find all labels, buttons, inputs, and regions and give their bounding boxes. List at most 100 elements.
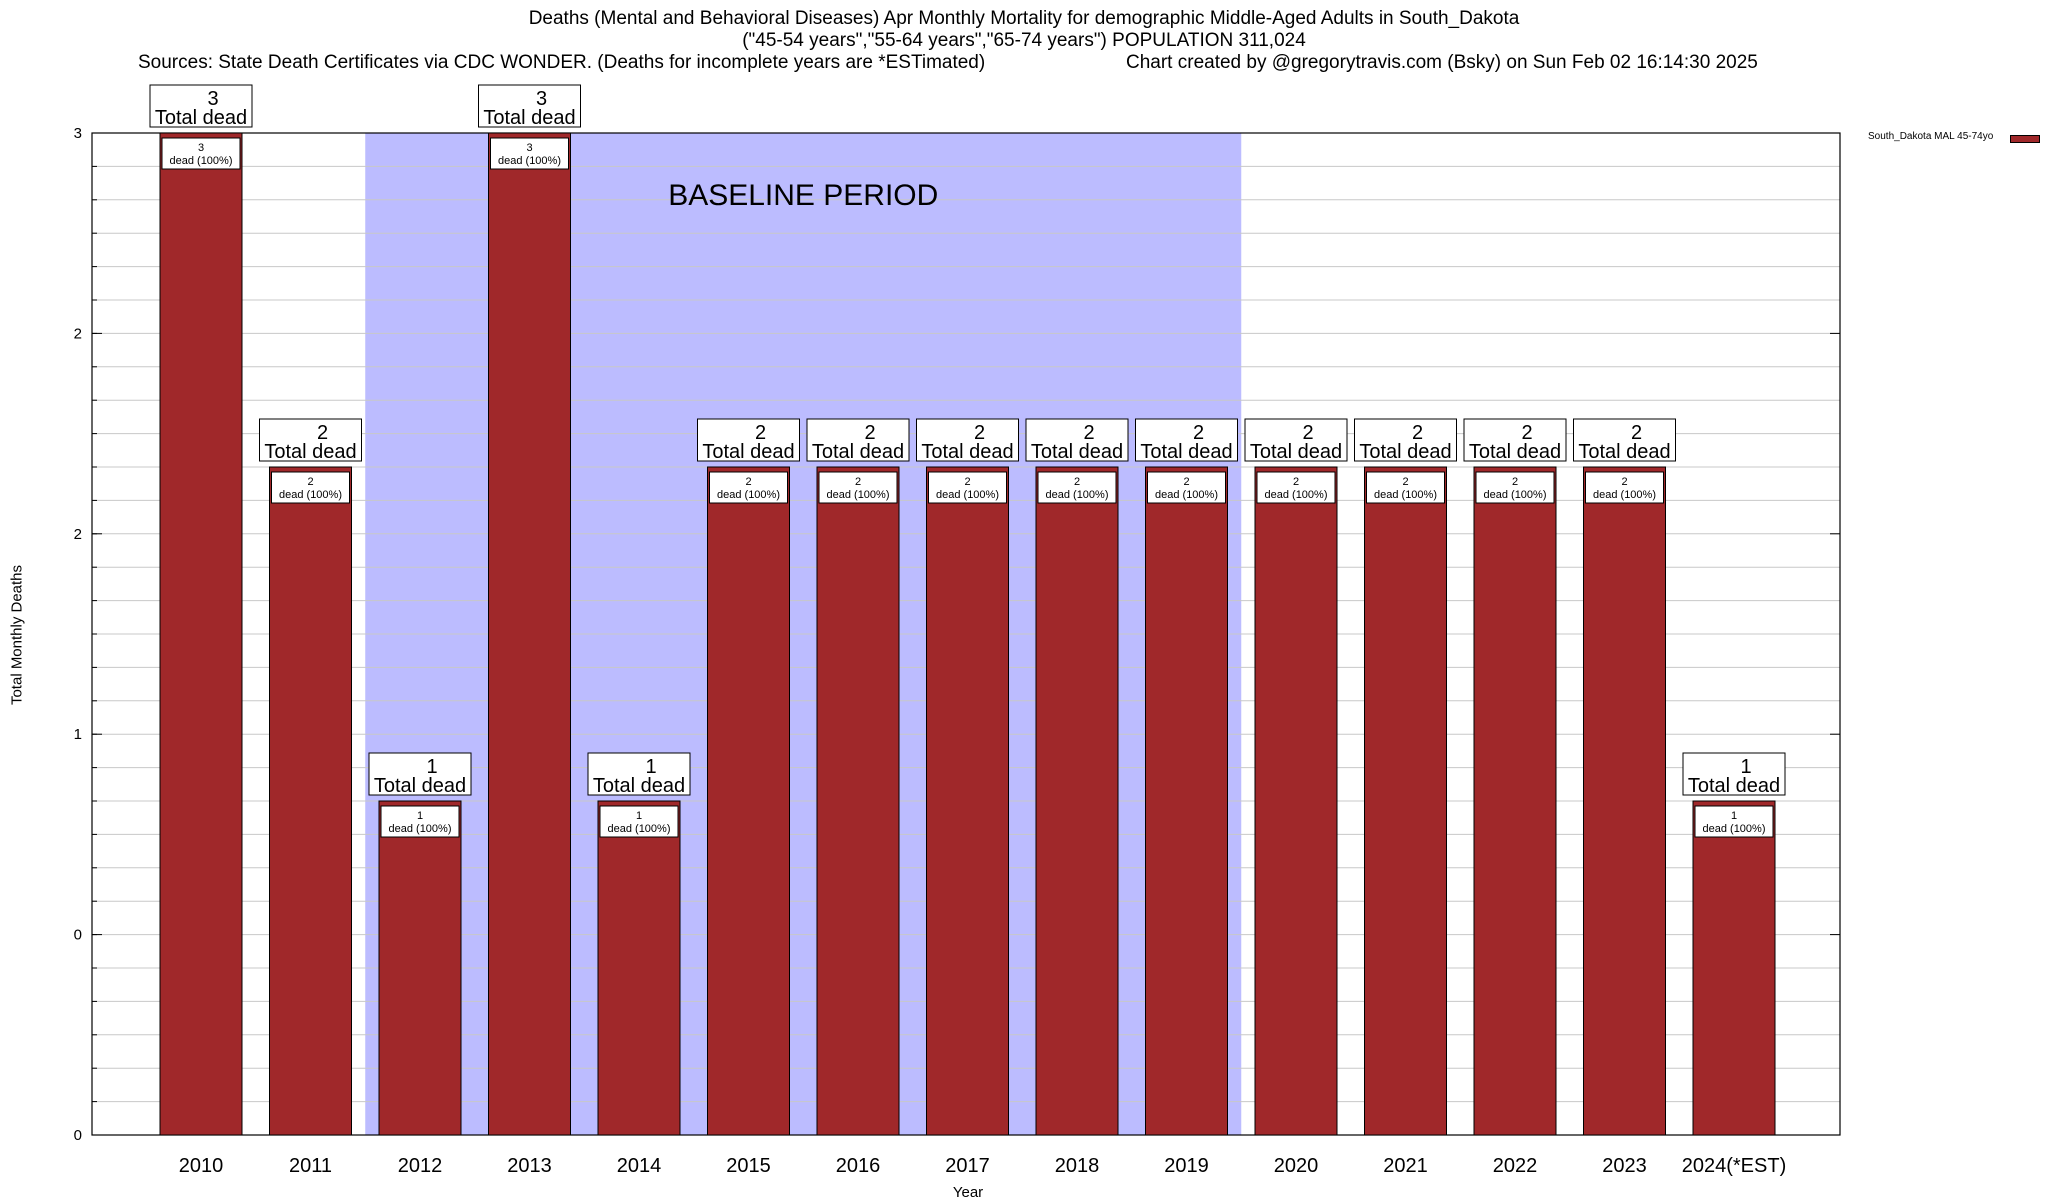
bar-inner-label-box bbox=[818, 471, 898, 504]
bar-total-label-box bbox=[1573, 418, 1676, 462]
bar-total-label: Total dead bbox=[1688, 775, 1780, 797]
bar-inner-label: dead (100%) bbox=[1046, 489, 1109, 501]
y-tick-label: 1 bbox=[74, 726, 82, 743]
bar-inner-label-box bbox=[599, 805, 679, 838]
bar-total-count: 2 bbox=[864, 422, 875, 444]
baseline-period-label: BASELINE PERIOD bbox=[668, 179, 938, 212]
bar-total-label: Total dead bbox=[1250, 441, 1342, 463]
bar-total-label-box bbox=[149, 84, 253, 128]
bar-total-label-box bbox=[587, 752, 691, 796]
bar-inner-label-box bbox=[709, 471, 788, 504]
bar-inner-label: dead (100%) bbox=[1484, 489, 1547, 501]
x-tick-label: 2015 bbox=[726, 1155, 771, 1177]
bar-total-count: 3 bbox=[207, 88, 218, 110]
bar-total-label: Total dead bbox=[1359, 441, 1451, 463]
bar-total-count: 1 bbox=[645, 756, 656, 778]
bar bbox=[1145, 466, 1228, 1136]
bar-inner-label: dead (100%) bbox=[1265, 489, 1328, 501]
bar-inner-label-box bbox=[161, 137, 241, 170]
legend-swatch bbox=[2010, 135, 2040, 143]
x-tick-label: 2014 bbox=[617, 1155, 662, 1177]
bar-total-label: Total dead bbox=[1578, 441, 1670, 463]
bar-inner-count: 2 bbox=[964, 476, 970, 488]
x-axis-label: Year bbox=[952, 1184, 984, 1201]
bar-total-label-box bbox=[368, 752, 472, 796]
bar-total-label: Total dead bbox=[264, 441, 356, 463]
bar-total-count: 2 bbox=[974, 422, 985, 444]
bar-inner-count: 2 bbox=[1074, 476, 1080, 488]
bar-inner-label: dead (100%) bbox=[608, 823, 671, 835]
bar-total-label-box bbox=[697, 418, 800, 462]
bar bbox=[597, 800, 681, 1136]
bar-inner-label-box bbox=[928, 471, 1007, 504]
y-tick-label: 2 bbox=[74, 526, 82, 543]
bar-inner-count: 2 bbox=[1621, 476, 1627, 488]
bar-inner-count: 2 bbox=[1293, 476, 1299, 488]
bar bbox=[1692, 800, 1776, 1136]
bar-inner-count: 2 bbox=[1402, 476, 1408, 488]
x-tick-label: 2022 bbox=[1493, 1155, 1538, 1177]
bar bbox=[488, 132, 571, 1136]
bar-inner-label-box bbox=[1694, 805, 1774, 838]
x-tick-label: 2018 bbox=[1055, 1155, 1100, 1177]
bar-inner-label: dead (100%) bbox=[170, 155, 233, 167]
chart-credit: Chart created by @gregorytravis.com (Bsk… bbox=[1126, 52, 1758, 73]
bar-total-label: Total dead bbox=[374, 775, 466, 797]
bar-inner-label: dead (100%) bbox=[827, 489, 890, 501]
bar-inner-count: 1 bbox=[636, 810, 642, 822]
x-tick-label: 2011 bbox=[289, 1155, 332, 1177]
bar-total-label: Total dead bbox=[1469, 441, 1561, 463]
bar-total-count: 2 bbox=[317, 422, 328, 444]
bar-total-label-box bbox=[1244, 418, 1348, 462]
bar-total-label-box bbox=[806, 418, 910, 462]
chart-title-line-1: Deaths (Mental and Behavioral Diseases) … bbox=[528, 8, 1520, 29]
bar-inner-count: 1 bbox=[417, 810, 423, 822]
bar-inner-count: 3 bbox=[526, 142, 532, 154]
y-tick-label: 0 bbox=[74, 927, 82, 944]
bar-inner-label: dead (100%) bbox=[1593, 489, 1656, 501]
bar-inner-label-box bbox=[1475, 471, 1555, 504]
bar-total-label-box bbox=[916, 418, 1019, 462]
bar-total-label: Total dead bbox=[155, 107, 247, 129]
bar-total-label: Total dead bbox=[1031, 441, 1123, 463]
bar-total-count: 1 bbox=[426, 756, 437, 778]
bar-inner-label: dead (100%) bbox=[498, 155, 561, 167]
chart-title-line-2: ("45-54 years","55-64 years","65-74 year… bbox=[742, 30, 1306, 51]
bar-total-label-box bbox=[478, 84, 581, 128]
bar-total-label-box bbox=[1682, 752, 1786, 796]
x-tick-label: 2021 bbox=[1383, 1155, 1428, 1177]
bar-total-label: Total dead bbox=[593, 775, 685, 797]
bar-total-label: Total dead bbox=[812, 441, 904, 463]
bar-inner-label-box bbox=[1585, 471, 1664, 504]
bar-inner-label-box bbox=[1366, 471, 1445, 504]
bar-total-label-box bbox=[1135, 418, 1238, 462]
bar-total-count: 2 bbox=[1302, 422, 1313, 444]
bar-inner-count: 2 bbox=[307, 476, 313, 488]
x-tick-label: 2016 bbox=[836, 1155, 881, 1177]
bar-inner-label: dead (100%) bbox=[936, 489, 999, 501]
bar-total-count: 2 bbox=[1412, 422, 1423, 444]
bar-total-label-box bbox=[1025, 418, 1129, 462]
bar-inner-count: 3 bbox=[198, 142, 204, 154]
x-tick-label: 2024(*EST) bbox=[1682, 1155, 1787, 1177]
bar-inner-count: 2 bbox=[1512, 476, 1518, 488]
bar-inner-label-box bbox=[380, 805, 460, 838]
x-tick-label: 2012 bbox=[398, 1155, 443, 1177]
bar-total-count: 2 bbox=[1083, 422, 1094, 444]
bar-inner-label-box bbox=[271, 471, 350, 504]
x-tick-label: 2010 bbox=[179, 1155, 224, 1177]
bar-inner-label: dead (100%) bbox=[1155, 489, 1218, 501]
bar-inner-count: 1 bbox=[1731, 810, 1737, 822]
bar-inner-label: dead (100%) bbox=[1703, 823, 1766, 835]
bar bbox=[926, 466, 1009, 1136]
bar-total-label-box bbox=[259, 418, 362, 462]
bar-inner-label-box bbox=[1037, 471, 1117, 504]
bar-total-label-box bbox=[1463, 418, 1567, 462]
bar bbox=[1035, 466, 1119, 1136]
bar-inner-count: 2 bbox=[745, 476, 751, 488]
x-tick-label: 2020 bbox=[1274, 1155, 1319, 1177]
bar-inner-label: dead (100%) bbox=[1374, 489, 1437, 501]
bar bbox=[1473, 466, 1557, 1136]
bar-total-count: 1 bbox=[1740, 756, 1751, 778]
